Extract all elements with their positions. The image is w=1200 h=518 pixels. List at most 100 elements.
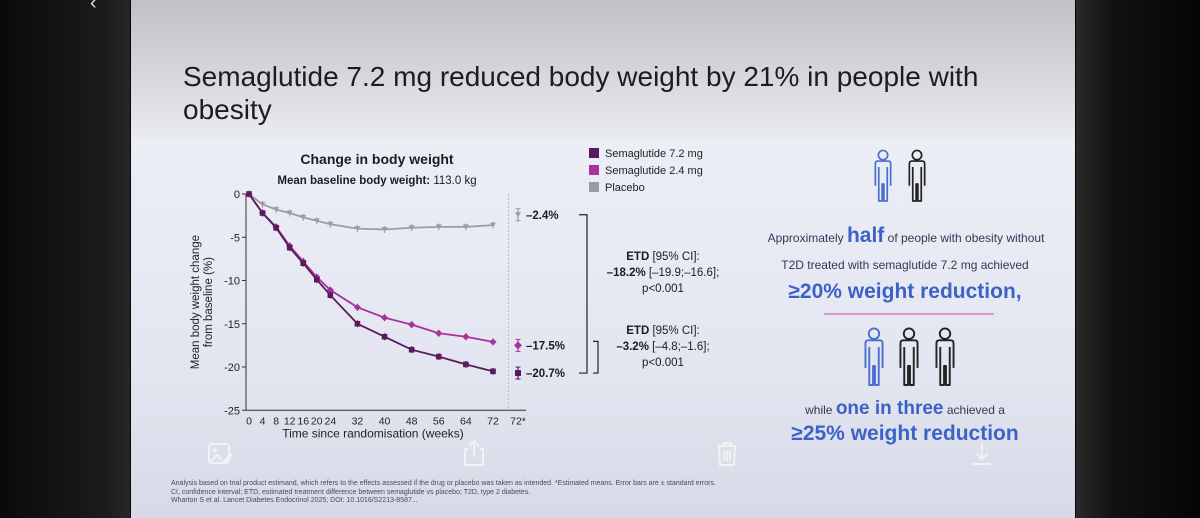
data-point [300,260,307,266]
person-body [864,339,884,386]
data-point [408,346,415,353]
twentyfive-percent-reduction: ≥25% weight reduction [791,422,1019,445]
person-body [935,339,955,386]
x-tick-label: 72 [487,415,499,427]
etd-annotations: ETD [95% CI]:–18.2% [–19.9;–16.6];p<0.00… [579,214,720,374]
legend-swatch [589,182,599,192]
y-axis-label: Mean body weight change [190,235,202,369]
data-point [435,353,442,360]
one-in-three-statement: while one in three achieved a [805,398,1005,419]
etd-value: –18.2% [607,267,646,279]
y-axis-label-line2: from baseline (%) [203,257,215,347]
chart-legend: Semaglutide 7.2 mg Semaglutide 2.4 mg Plac… [589,148,703,194]
person-icon-blue [864,327,884,386]
chart-series: –2.4% –17.5% –20.7% [245,190,565,380]
etd-value: –3.2% [616,341,649,353]
etd-p-value: p<0.001 [642,283,684,295]
back-chevron-icon[interactable]: ‹ [90,0,97,14]
y-tick-label: 0 [234,189,240,201]
data-point [463,361,469,368]
y-tick-label: -5 [230,232,240,244]
bracket-vs-2-4mg [593,340,599,374]
chart-title: Change in body weight [300,151,454,167]
chart-axes: 0-5-10-15-20-250 4 8 12 16 20 24 32 40 48 56 64 72 72… [190,189,526,440]
half-statement-line2: T2D treated with semaglutide 7.2 mg achi… [781,258,1029,272]
data-point [462,224,469,230]
data-point [327,292,334,299]
etd-annotation: ETD [95% CI]:–18.2% [–19.9;–16.6];p<0.00… [607,251,720,295]
data-point [246,191,252,197]
data-point [408,225,415,231]
data-point [313,218,320,224]
etd-heading: ETD [95% CI]: [626,251,700,263]
data-point [286,210,293,216]
x-tick-label: 48 [406,415,418,427]
x-tick-label: 20 [311,415,323,427]
data-point [273,207,280,213]
data-point [381,333,388,340]
y-tick-label: -20 [224,362,240,374]
y-tick-label: -15 [224,319,240,331]
person-body [899,339,919,386]
person-icon [899,327,919,386]
estimate-point [514,341,522,350]
etd-value-line: –3.2% [–4.8;–1.6]; [616,341,709,353]
slide-footnote: Analysis based on trial product estimand… [171,480,716,504]
data-point [489,338,497,346]
person-icon-blue [874,149,892,202]
presentation-slide: Semaglutide 7.2 mg reduced body weight b… [131,0,1075,518]
slide-header-band [131,0,1075,138]
twenty-percent-reduction: ≥20% weight reduction, [788,280,1022,303]
data-point [354,320,361,327]
half-highlight: half [846,224,885,247]
person-body [908,160,926,202]
legend-swatch [589,148,599,158]
trash-icon[interactable] [713,440,741,475]
x-tick-label: 40 [379,415,391,427]
person-icon [935,327,955,386]
edit-image-icon[interactable] [206,440,234,475]
half-statement: Approximately half of people with obesit… [767,224,1045,247]
person-head [911,149,923,161]
data-point [327,221,334,227]
person-body [874,160,892,202]
download-icon[interactable] [968,440,996,475]
share-icon[interactable] [460,438,488,475]
data-point [408,321,416,329]
data-point [435,224,442,230]
x-tick-label: 16 [297,415,309,427]
person-head [867,327,881,340]
person-head [902,327,916,340]
end-value-label: –2.4% [526,210,559,222]
panel-divider [824,313,994,315]
x-tick-label: 12 [284,415,296,427]
x-tick-label: 4 [260,415,266,427]
data-point [353,303,362,311]
etd-p-value: p<0.001 [642,357,684,369]
x-axis-label: Time since randomisation (weeks) [282,426,464,440]
subtitle-value: 113.0 kg [433,175,476,187]
data-point [300,214,307,220]
x-tick-label: 8 [273,415,279,427]
data-point [273,224,279,231]
person-head [938,327,952,340]
data-point [313,276,320,283]
end-value-label: –20.7% [526,368,565,380]
left-bezel: ‹ [0,0,130,518]
data-point [354,226,361,232]
etd-ci-label: [95% CI]: [649,325,700,337]
etd-head: ETD [626,325,649,337]
x-tick-label: 32 [352,415,364,427]
subtitle-label: Mean baseline body weight: [277,175,430,187]
legend-label: Semaglutide 7.2 mg [605,148,703,160]
etd-ci: [–4.8;–1.6]; [649,341,710,353]
body-weight-chart: Change in body weight Mean baseline body… [190,148,720,440]
x-tick-label: 24 [324,415,336,427]
chart-subtitle: Mean baseline body weight: 113.0 kg [277,175,476,187]
estimate-point [515,212,521,218]
data-point [490,222,496,228]
x-tick-label: 56 [433,415,445,427]
data-point [259,201,266,207]
person-head [877,149,889,161]
end-value-label: –17.5% [526,340,565,352]
